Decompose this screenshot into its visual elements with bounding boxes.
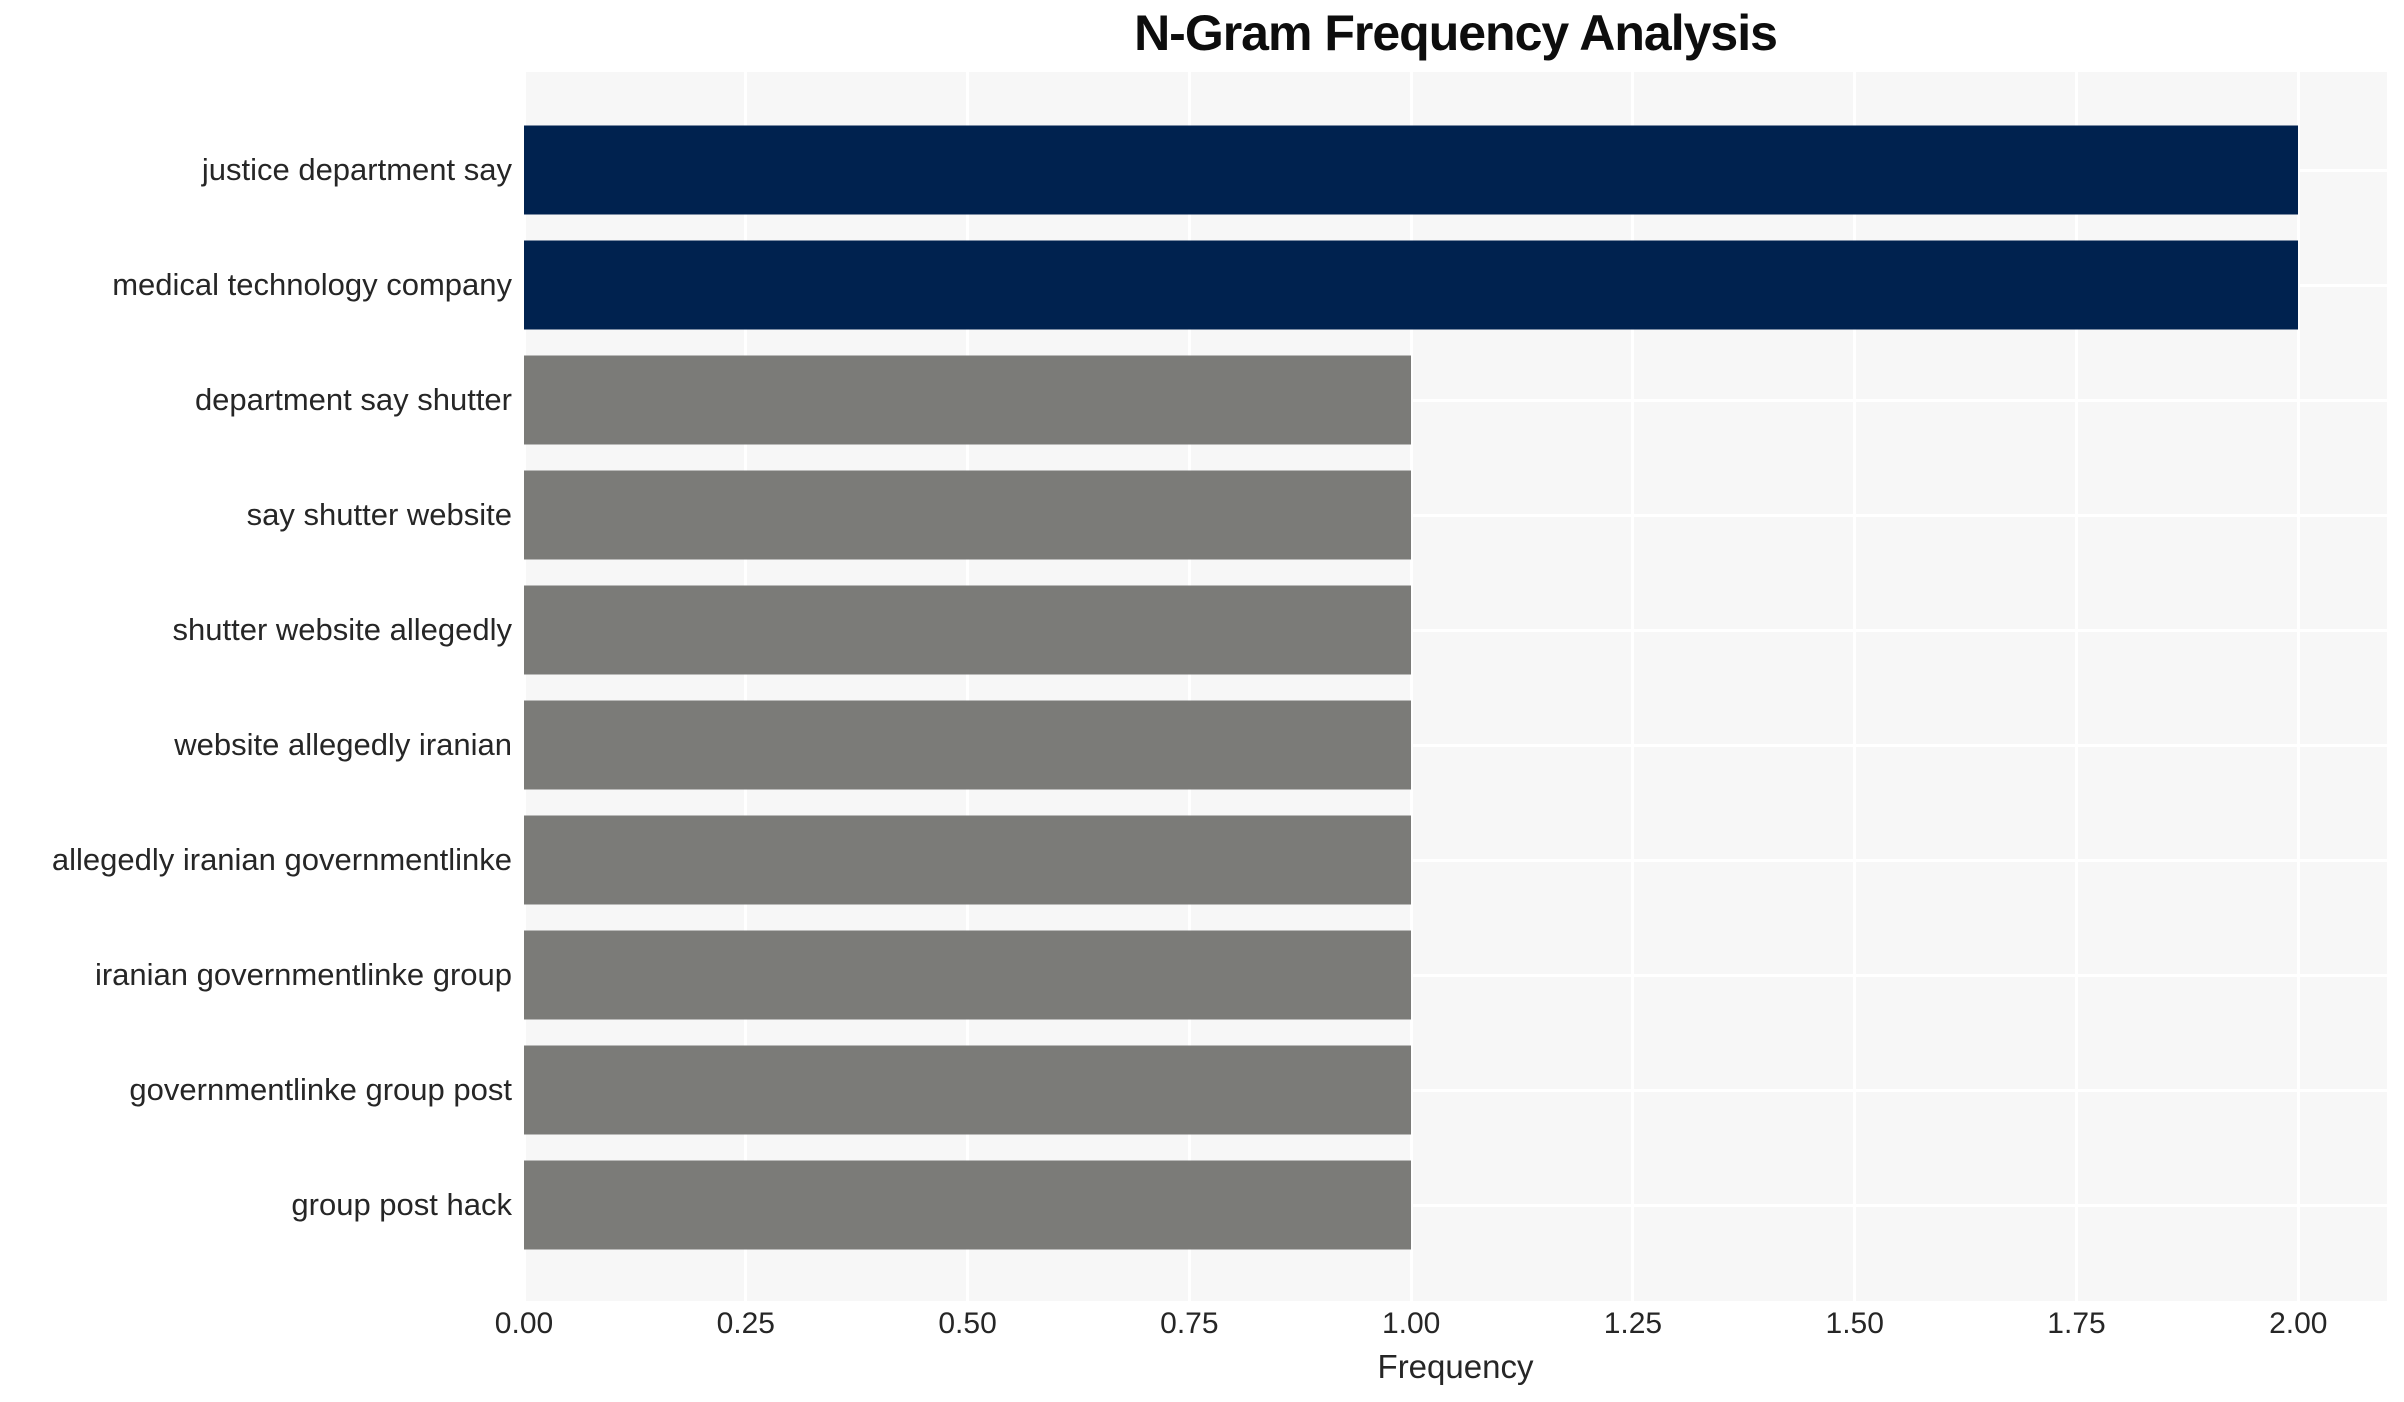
vertical-gridline	[1409, 72, 1413, 1301]
horizontal-gridline	[524, 629, 2387, 633]
bar-row	[524, 802, 2387, 917]
horizontal-gridline	[524, 399, 2387, 403]
x-tick-label: 0.25	[716, 1307, 775, 1340]
x-tick-label: 0.50	[938, 1307, 997, 1340]
x-axis-title: Frequency	[1377, 1348, 1534, 1385]
bar-row	[524, 113, 2387, 228]
bar	[524, 930, 1412, 1020]
x-tick-label: 2.00	[2269, 1307, 2328, 1340]
bar-row	[524, 1147, 2387, 1262]
category-label: website allegedly iranian	[174, 726, 512, 762]
vertical-gridline	[1853, 72, 1857, 1301]
category-label: governmentlinke group post	[129, 1071, 512, 1107]
horizontal-gridline	[524, 1203, 2387, 1207]
horizontal-gridline	[524, 514, 2387, 518]
vertical-gridline	[744, 72, 748, 1301]
bar	[524, 355, 1412, 445]
x-tick-label: 1.75	[2047, 1307, 2106, 1340]
bar	[524, 815, 1412, 905]
x-tick-label: 1.25	[1603, 1307, 1663, 1340]
bar	[524, 125, 2299, 215]
bar	[524, 700, 1412, 790]
x-tick-label: 0.00	[494, 1307, 554, 1340]
horizontal-gridline	[524, 1088, 2387, 1092]
chart-title: N-Gram Frequency Analysis	[1134, 5, 1778, 61]
plot-area	[522, 72, 2387, 1301]
vertical-gridline	[2075, 72, 2078, 1301]
bar	[524, 470, 1412, 560]
bar	[524, 585, 1412, 675]
bar-row	[524, 917, 2387, 1032]
vertical-gridline	[1631, 72, 1635, 1301]
vertical-gridline	[1187, 72, 1191, 1301]
bar-row	[524, 573, 2387, 688]
bar-row	[524, 228, 2387, 343]
category-label: iranian governmentlinke group	[94, 956, 512, 992]
category-label: group post hack	[291, 1186, 512, 1222]
category-label: say shutter website	[246, 497, 512, 533]
category-label: allegedly iranian governmentlinke	[51, 841, 512, 877]
category-label: shutter website allegedly	[172, 612, 512, 648]
category-label: department say shutter	[194, 382, 512, 418]
bar-row	[524, 688, 2387, 803]
x-tick-label: 0.75	[1160, 1307, 1219, 1340]
bar-rows	[524, 72, 2387, 1301]
horizontal-gridline	[524, 973, 2387, 977]
horizontal-gridline	[524, 743, 2387, 747]
bar	[524, 1160, 1412, 1250]
bar-row	[524, 458, 2387, 573]
bar	[524, 240, 2299, 330]
bar-row	[524, 1032, 2387, 1147]
category-label: medical technology company	[112, 267, 512, 303]
vertical-gridline	[966, 72, 970, 1301]
x-tick-label: 1.00	[1381, 1307, 1441, 1340]
vertical-gridline	[522, 72, 526, 1301]
horizontal-gridline	[524, 858, 2387, 862]
y-axis-category-labels: justice department say medical technology…	[0, 72, 512, 1301]
category-label: justice department say	[201, 152, 512, 188]
bar-row	[524, 343, 2387, 458]
x-tick-label: 1.50	[1825, 1307, 1884, 1340]
x-axis-tick-labels: 0.00 0.25 0.50 0.75 1.00 1.25 1.50 1.75 2.00	[495, 1307, 2387, 1345]
vertical-gridline	[2296, 72, 2300, 1301]
bar	[524, 1045, 1412, 1135]
